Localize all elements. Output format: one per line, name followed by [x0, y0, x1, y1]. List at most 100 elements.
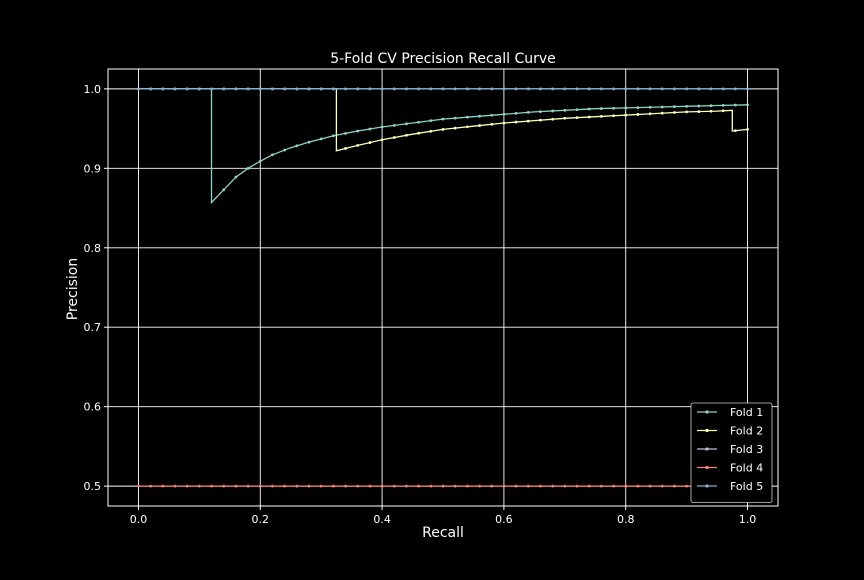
x-tick-label: 1.0 — [739, 513, 757, 526]
plot-frame — [107, 68, 779, 507]
series-marker — [356, 87, 360, 91]
series-marker — [648, 105, 652, 109]
series-marker — [636, 113, 640, 116]
series-marker — [526, 484, 530, 488]
series-marker — [575, 108, 579, 112]
series-marker — [563, 484, 567, 488]
series-marker — [660, 484, 664, 488]
series-marker — [283, 484, 287, 488]
series-marker — [271, 153, 274, 157]
series-marker — [599, 114, 603, 118]
series-marker — [429, 119, 433, 123]
series-marker — [185, 87, 189, 91]
x-tick-label: 0.6 — [495, 513, 513, 526]
series-marker — [319, 484, 323, 488]
series-marker — [368, 484, 372, 488]
series-marker — [673, 111, 676, 114]
series-marker — [721, 109, 725, 113]
series-marker — [721, 103, 725, 107]
series-marker — [441, 127, 445, 131]
series-marker — [563, 87, 567, 91]
series-marker — [648, 112, 652, 116]
legend-label: Fold 4 — [730, 462, 763, 475]
series-marker — [246, 484, 250, 488]
series-marker — [405, 133, 408, 137]
legend-box — [690, 402, 773, 503]
y-tick-label: 0.7 — [84, 321, 102, 334]
series-marker — [392, 124, 396, 127]
series-marker — [697, 87, 701, 91]
y-tick-label: 0.6 — [84, 401, 102, 414]
series-marker — [709, 87, 713, 91]
series-marker — [417, 87, 421, 91]
series-marker — [258, 87, 262, 91]
series-marker — [173, 87, 177, 91]
series-layer — [137, 87, 749, 488]
x-axis-label: Recall — [422, 525, 464, 541]
legend-marker — [705, 465, 709, 470]
series-marker — [551, 117, 555, 121]
series-marker — [563, 108, 567, 112]
series-marker — [307, 87, 311, 91]
series-marker — [465, 484, 469, 488]
series-marker — [490, 113, 494, 117]
series-marker — [295, 484, 299, 488]
series-marker — [185, 484, 189, 488]
series-line — [138, 88, 748, 152]
x-tick-label: 0.4 — [373, 513, 391, 526]
legend-marker — [705, 410, 709, 414]
series-marker — [417, 484, 421, 488]
series-marker — [648, 484, 652, 488]
series-marker — [246, 87, 250, 91]
series-marker — [551, 484, 555, 488]
series-marker — [368, 141, 372, 144]
series-marker — [149, 87, 153, 91]
series-marker — [380, 138, 384, 142]
series-marker — [405, 87, 408, 91]
series-marker — [551, 87, 555, 91]
series-marker — [137, 484, 140, 488]
series-marker — [746, 87, 749, 91]
series-marker — [697, 104, 701, 108]
series-marker — [660, 111, 664, 115]
legend-item: Fold 4 — [697, 462, 763, 475]
series-marker — [271, 87, 274, 91]
series-marker — [587, 87, 591, 91]
series-marker — [514, 120, 518, 124]
series-marker — [417, 120, 421, 124]
series-marker — [733, 103, 737, 107]
x-tick-label: 0.2 — [252, 513, 270, 526]
series-marker — [331, 87, 335, 91]
series-marker — [660, 87, 664, 91]
series-marker — [453, 126, 457, 130]
series-marker — [539, 110, 542, 113]
series-marker — [478, 114, 481, 118]
series-marker — [733, 87, 737, 91]
series-marker — [392, 87, 396, 91]
legend: Fold 1 Fold 2 Fold 3 Fold 4 Fold 5 — [690, 402, 773, 503]
series-marker — [587, 484, 591, 488]
series-marker — [137, 87, 140, 91]
y-tick-label: 0.5 — [84, 480, 102, 493]
series-marker — [551, 109, 555, 113]
series-marker — [660, 105, 664, 109]
series-marker — [624, 113, 628, 117]
series-marker — [405, 484, 408, 488]
series-marker — [575, 484, 579, 488]
series-marker — [356, 484, 360, 488]
series-marker — [405, 122, 408, 126]
series-marker — [380, 87, 384, 91]
series-marker — [587, 115, 591, 119]
series-marker — [709, 109, 713, 113]
series-marker — [575, 87, 579, 91]
series-marker — [612, 114, 615, 118]
series-marker — [624, 106, 628, 110]
series-marker — [514, 111, 518, 115]
grid-layer — [108, 69, 778, 506]
series-marker — [392, 136, 396, 139]
series-marker — [587, 107, 591, 111]
series-marker — [697, 110, 701, 113]
series-marker — [514, 87, 518, 91]
series-marker — [478, 124, 481, 127]
